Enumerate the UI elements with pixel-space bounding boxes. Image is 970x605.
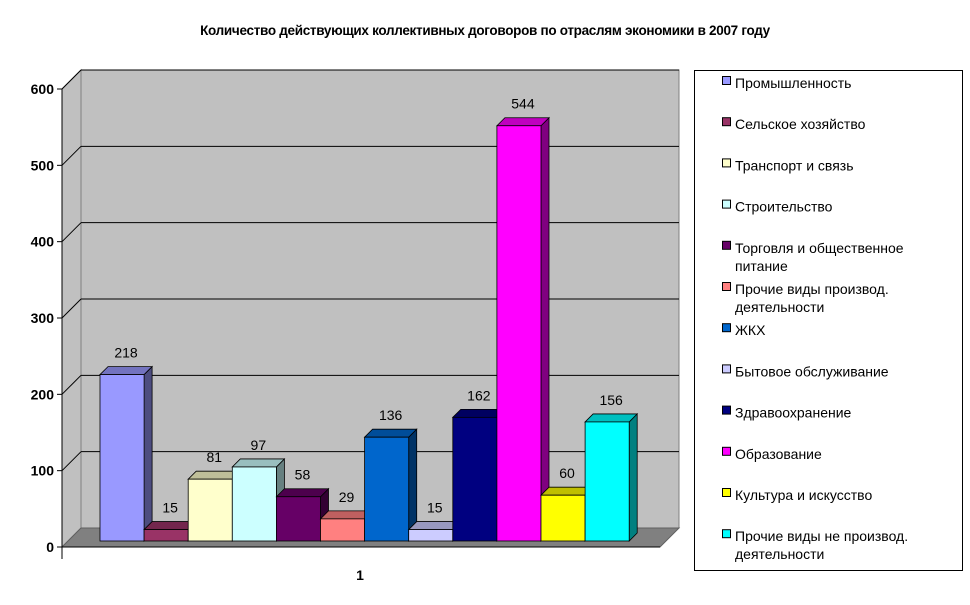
legend-label: Здравоохранение xyxy=(735,405,852,421)
legend-swatch xyxy=(722,488,731,497)
gridline-side xyxy=(61,374,82,395)
legend-swatch xyxy=(722,117,731,127)
bar-front xyxy=(364,436,410,542)
y-tick-label: 400 xyxy=(31,234,55,250)
legend-swatch xyxy=(722,199,731,209)
legend-swatch xyxy=(722,240,731,250)
data-label: 15 xyxy=(162,500,178,516)
gridline-side xyxy=(61,69,82,90)
legend-label: Транспорт и связь xyxy=(735,157,854,173)
bar-top xyxy=(495,117,550,127)
data-label: 60 xyxy=(559,465,575,481)
bar-side xyxy=(143,365,153,542)
bar-top xyxy=(363,428,418,438)
bar-front xyxy=(540,494,586,542)
bar xyxy=(495,116,550,542)
bar-top xyxy=(99,366,154,375)
y-tick-label: 600 xyxy=(31,81,55,97)
bar-front xyxy=(187,478,233,542)
legend-label: ЖКХ xyxy=(735,322,766,338)
bar xyxy=(275,487,330,542)
legend-label: Прочие виды производ. деятельности xyxy=(735,281,889,315)
y-tick-label: 200 xyxy=(31,386,55,402)
bar-side xyxy=(540,116,550,542)
y-tick-label: 500 xyxy=(31,157,55,173)
data-label: 162 xyxy=(467,387,491,403)
legend-label: Культура и искусство xyxy=(735,487,872,503)
bar-front xyxy=(143,529,189,542)
legend-label: Бытовое обслуживание xyxy=(735,363,889,379)
gridline-side xyxy=(61,298,82,319)
bar-side xyxy=(628,412,638,542)
gridline-side xyxy=(61,451,82,472)
data-label: 29 xyxy=(339,489,355,505)
legend-box xyxy=(694,70,963,571)
gridline-side xyxy=(61,222,82,243)
bar xyxy=(319,509,374,542)
legend-label: Промышленность xyxy=(735,75,851,91)
plot-area: 0 100 200 300 400 500 600 1 218 15 81 97 58 29 136 15 16… xyxy=(31,68,681,583)
legend-label: Прочие виды не производ. деятельности xyxy=(735,528,908,562)
data-label: 136 xyxy=(379,407,403,423)
legend-swatch xyxy=(722,76,731,85)
x-tick-label: 1 xyxy=(356,567,364,583)
bar-front xyxy=(584,421,630,542)
bar xyxy=(584,412,639,542)
legend-label: Сельское хозяйство xyxy=(735,116,866,132)
bar-front xyxy=(496,125,542,542)
bar xyxy=(99,365,154,542)
legend-swatch xyxy=(722,158,731,168)
bar-front xyxy=(408,529,454,542)
legend-swatch xyxy=(722,323,731,333)
y-tick-label: 300 xyxy=(31,310,55,326)
legend: Промышленность Сельское хозяйство Транспор… xyxy=(694,70,963,571)
gridline-side xyxy=(61,145,82,166)
legend-swatch xyxy=(722,529,731,539)
legend-swatch xyxy=(722,282,731,291)
y-tick-label: 100 xyxy=(31,463,55,479)
legend-label: Строительство xyxy=(735,199,833,215)
legend-label: Торговля и общественное питание xyxy=(735,240,904,274)
chart-title: Количество действующих коллективных дого… xyxy=(200,23,771,38)
legend-swatch xyxy=(722,446,731,456)
data-label: 156 xyxy=(599,392,623,408)
y-tick-label: 0 xyxy=(46,539,54,555)
bar xyxy=(363,428,418,542)
bar-top xyxy=(231,458,286,468)
data-label: 97 xyxy=(251,437,267,453)
legend-swatch xyxy=(722,364,731,374)
bar-top xyxy=(275,488,330,498)
data-label: 544 xyxy=(511,96,535,112)
bar-top xyxy=(584,413,639,423)
bar-front xyxy=(99,374,145,542)
data-label: 218 xyxy=(114,345,138,361)
bar-front xyxy=(452,416,498,542)
bar-front xyxy=(231,466,277,542)
data-label: 15 xyxy=(427,500,443,516)
bar-front xyxy=(275,496,321,542)
data-label: 81 xyxy=(206,449,222,465)
data-label: 58 xyxy=(295,467,311,483)
legend-swatch xyxy=(722,405,731,415)
bar-front xyxy=(320,518,365,542)
legend-label: Образование xyxy=(735,446,822,462)
